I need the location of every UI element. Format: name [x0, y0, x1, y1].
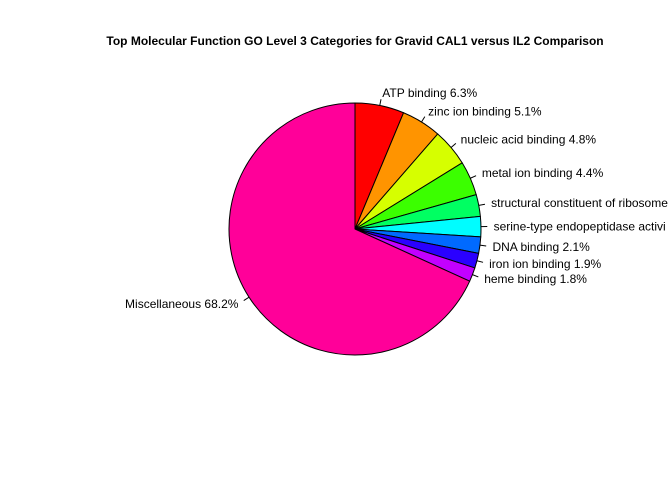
leader-line-heme-binding-1-8	[472, 274, 479, 278]
slice-label-dna-binding-2-1: DNA binding 2.1%	[492, 240, 590, 254]
label-leader-lines	[243, 99, 488, 302]
slice-label-zinc-ion-binding-5-1: zinc ion binding 5.1%	[428, 104, 542, 118]
leader-line-zinc-ion-binding-5-1	[421, 116, 426, 123]
pie-slices	[228, 102, 482, 356]
leader-line-metal-ion-binding-4-4	[470, 175, 477, 179]
chart-title: Top Molecular Function GO Level 3 Catego…	[106, 34, 603, 48]
slice-label-iron-ion-binding-1-9: iron ion binding 1.9%	[489, 257, 601, 271]
slice-label-structural-constituent-of-ribosome: structural constituent of ribosome	[491, 196, 668, 210]
slice-label-miscellaneous-68-2: Miscellaneous 68.2%	[125, 297, 239, 311]
leader-line-atp-binding-6-3	[379, 99, 382, 106]
leader-line-miscellaneous-68-2	[243, 296, 250, 302]
slice-label-serine-type-endopeptidase-activi: serine-type endopeptidase activi	[494, 219, 666, 233]
leader-line-dna-binding-2-1	[479, 244, 487, 247]
slice-labels: ATP binding 6.3% zinc ion binding 5.1% nuc…	[125, 86, 668, 311]
leader-line-iron-ion-binding-1-9	[476, 260, 484, 263]
leader-line-structural-constituent-of-ribosome	[478, 203, 486, 206]
slice-label-heme-binding-1-8: heme binding 1.8%	[484, 272, 587, 286]
leader-line-nucleic-acid-binding-4-8	[450, 143, 457, 148]
slice-label-metal-ion-binding-4-4: metal ion binding 4.4%	[482, 166, 604, 180]
slice-label-nucleic-acid-binding-4-8: nucleic acid binding 4.8%	[461, 132, 597, 146]
slice-label-atp-binding-6-3: ATP binding 6.3%	[382, 86, 477, 100]
